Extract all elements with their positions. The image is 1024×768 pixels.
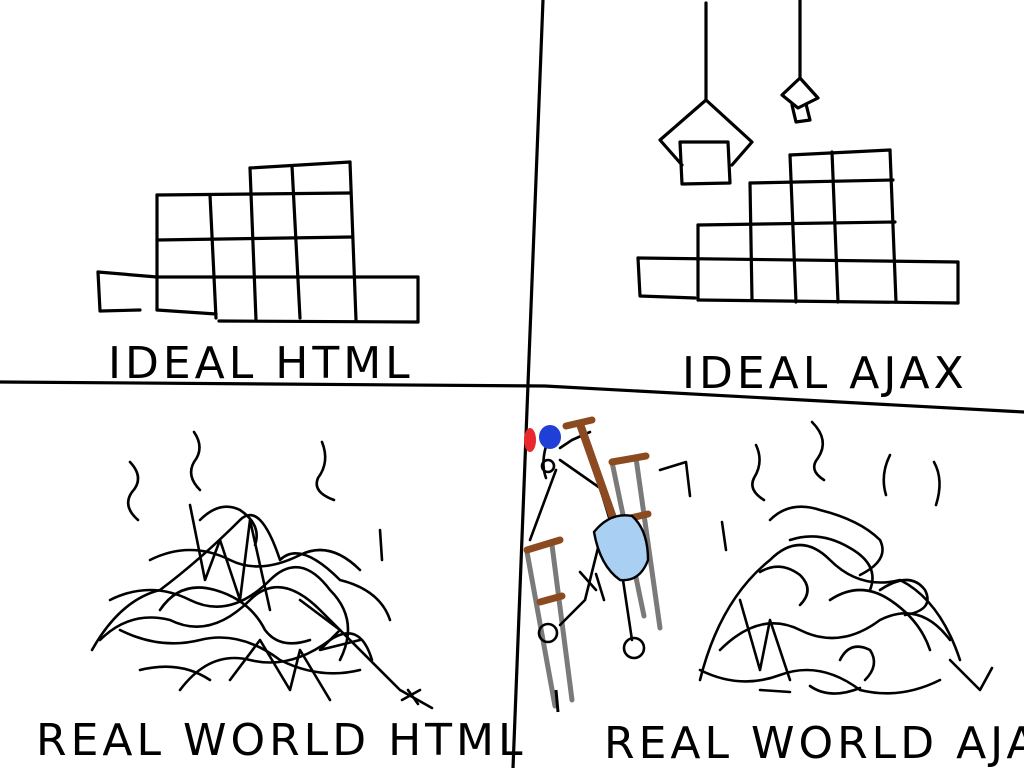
tangled-mess-pile [90,503,434,710]
suspended-block-small [790,102,812,124]
panel-real-world-html: REAL WORLD HTML [36,430,527,766]
horizontal-divider [0,380,1024,414]
suspended-block [678,140,732,186]
neat-brick-wall-ajax [636,148,960,305]
panel-real-world-ajax: REAL WORLD AJAX [523,416,1024,768]
ajax-mess-pile [698,505,994,695]
crutch-left [523,536,575,713]
red-blue-hat [524,425,561,452]
panel-ideal-ajax: IDEAL AJAX [636,0,968,399]
stink-lines-ajax [720,420,941,552]
shovel-blade [592,514,650,582]
crane-hooks [658,0,820,186]
neat-brick-wall [96,160,420,324]
caption-real-world-ajax: REAL WORLD AJAX [604,718,1024,768]
vertical-divider [511,0,545,768]
panel-ideal-html: IDEAL HTML [96,160,420,389]
shovel [562,416,650,582]
caption-ideal-ajax: IDEAL AJAX [682,348,968,399]
caption-ideal-html: IDEAL HTML [108,338,414,389]
stink-lines [126,430,384,562]
caption-real-world-html: REAL WORLD HTML [36,715,527,766]
worker-foot [622,636,646,660]
